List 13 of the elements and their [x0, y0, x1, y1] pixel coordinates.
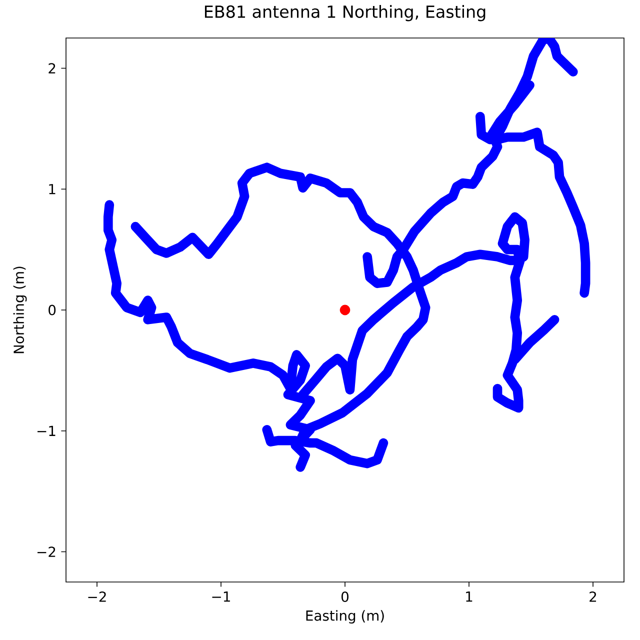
x-tick-label: −2: [88, 592, 106, 602]
x-tick-label: 0: [342, 592, 348, 602]
x-tick-label: 2: [590, 592, 596, 602]
y-axis-title: Northing (m): [13, 266, 27, 354]
x-tick-label: 1: [466, 592, 472, 602]
x-axis-title: Easting (m): [306, 610, 384, 624]
y-tick-label: 2: [48, 63, 56, 74]
y-tick-label: −2: [38, 546, 56, 557]
x-tick-label: −1: [212, 592, 230, 602]
chart-title: EB81 antenna 1 Northing, Easting: [204, 5, 486, 22]
y-tick-label: −1: [38, 426, 56, 436]
y-tick-label: 0: [48, 304, 56, 316]
y-tick-label: 1: [49, 184, 56, 194]
